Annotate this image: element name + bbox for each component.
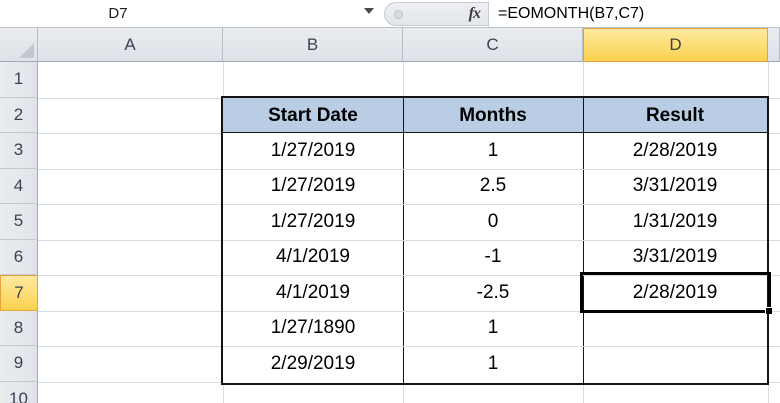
cell-D7-active[interactable]: 2/28/2019 bbox=[632, 281, 718, 303]
table-column-border bbox=[583, 98, 584, 383]
cell-D9[interactable] bbox=[583, 346, 767, 382]
column-header-a[interactable]: A bbox=[38, 28, 223, 62]
table-header-band bbox=[223, 98, 767, 133]
row-header-8[interactable]: 8 bbox=[0, 310, 38, 346]
column-header-d-selected[interactable]: D bbox=[583, 28, 768, 62]
cell-D5[interactable]: 1/31/2019 bbox=[632, 210, 718, 232]
column-header-e-sliver[interactable] bbox=[768, 28, 780, 62]
cell-D6[interactable]: 3/31/2019 bbox=[632, 246, 718, 268]
row-header-2[interactable]: 2 bbox=[0, 97, 38, 133]
gridline bbox=[223, 275, 767, 276]
gridline bbox=[223, 310, 767, 312]
row-header-3[interactable]: 3 bbox=[0, 133, 38, 169]
cell-D4[interactable]: 3/31/2019 bbox=[632, 175, 718, 197]
cell-C4[interactable]: 2.5 bbox=[479, 175, 507, 197]
cell-C7[interactable]: -2.5 bbox=[476, 281, 510, 303]
cell-D3[interactable]: 2/28/2019 bbox=[632, 139, 718, 161]
formula-bar-divider bbox=[488, 1, 489, 27]
grip-dot-icon bbox=[394, 10, 403, 19]
column-header-c[interactable]: C bbox=[403, 28, 583, 62]
row-header-10[interactable]: 10 bbox=[0, 381, 38, 403]
table-header-result[interactable]: Result bbox=[645, 104, 705, 126]
cell-B5[interactable]: 1/27/2019 bbox=[270, 210, 356, 232]
row-header-7-selected[interactable]: 7 bbox=[0, 275, 38, 311]
formula-bar: D7 fx =EOMONTH(B7,C7) bbox=[0, 0, 780, 28]
cell-C5[interactable]: 0 bbox=[487, 210, 499, 232]
select-all-corner[interactable] bbox=[0, 28, 38, 62]
gridline bbox=[223, 346, 767, 347]
table-header-start-date[interactable]: Start Date bbox=[268, 104, 358, 126]
cell-B6[interactable]: 4/1/2019 bbox=[276, 246, 350, 268]
eomonth-example-table: Start Date Months Result 1/27/2019 1 2/2… bbox=[221, 96, 769, 385]
cell-B8[interactable]: 1/27/1890 bbox=[270, 317, 356, 339]
table-column-border bbox=[403, 98, 404, 383]
insert-function-icon[interactable]: fx bbox=[468, 5, 481, 22]
cell-D8[interactable] bbox=[583, 311, 767, 347]
fill-handle[interactable] bbox=[765, 307, 772, 314]
row-header-9[interactable]: 9 bbox=[0, 346, 38, 382]
formula-input[interactable]: =EOMONTH(B7,C7) bbox=[498, 0, 780, 27]
gridline bbox=[223, 204, 767, 205]
select-all-triangle-icon bbox=[19, 43, 34, 58]
table-header-months[interactable]: Months bbox=[459, 104, 527, 126]
cell-B4[interactable]: 1/27/2019 bbox=[270, 175, 356, 197]
cell-B3[interactable]: 1/27/2019 bbox=[270, 139, 356, 161]
cell-B7[interactable]: 4/1/2019 bbox=[276, 281, 350, 303]
cell-reference: D7 bbox=[108, 5, 128, 22]
name-box-dropdown-icon[interactable] bbox=[364, 8, 374, 14]
cell-B9[interactable]: 2/29/2019 bbox=[270, 352, 356, 374]
row-header-6[interactable]: 6 bbox=[0, 239, 38, 275]
cell-C6[interactable]: -1 bbox=[484, 246, 502, 268]
formula-bar-grip: fx bbox=[384, 2, 488, 26]
column-header-b[interactable]: B bbox=[223, 28, 403, 62]
active-cell-selection-border[interactable] bbox=[580, 272, 772, 314]
gridline bbox=[223, 168, 767, 170]
cell-C8[interactable]: 1 bbox=[487, 317, 499, 339]
row-header-5[interactable]: 5 bbox=[0, 204, 38, 240]
row-header-4[interactable]: 4 bbox=[0, 168, 38, 204]
row-header-1[interactable]: 1 bbox=[0, 62, 38, 98]
name-box[interactable]: D7 bbox=[0, 0, 384, 27]
cell-C3[interactable]: 1 bbox=[487, 139, 499, 161]
gridline bbox=[223, 239, 767, 241]
cell-C9[interactable]: 1 bbox=[487, 352, 499, 374]
